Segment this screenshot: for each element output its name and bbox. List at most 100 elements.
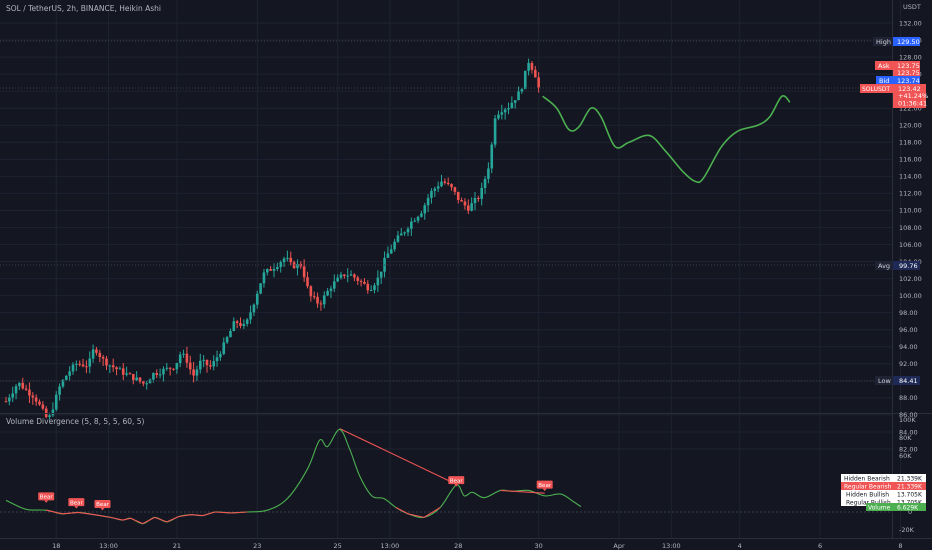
bearish-divergence-line [339, 428, 457, 485]
candle-body [433, 188, 437, 191]
bear-marker-pointer [44, 500, 49, 503]
indicator-tick-label: 60K [899, 452, 912, 460]
price-tick-label: 96.00 [899, 326, 918, 334]
candle-body [507, 108, 510, 110]
indicator-tick-label: 0 [908, 508, 912, 516]
price-tick-label: 132.00 [899, 19, 922, 27]
candlestick-series [4, 58, 540, 420]
time-axis[interactable]: 18 13:00 21 23 25 13:00 28 30 Apr 13:00 4 6 8 [52, 542, 902, 550]
candle-body [386, 253, 390, 258]
candle-body [279, 262, 282, 267]
price-tick-label: 108.00 [899, 224, 922, 232]
candle-body [306, 277, 309, 287]
bear-marker-box [68, 498, 85, 507]
price-tick-label: 94.00 [899, 343, 918, 351]
candle-body [513, 100, 517, 103]
indicator-legend: Hidden Bearish 21.339K Regular Bearish 2… [841, 474, 926, 512]
price-tick-label: 120.00 [899, 122, 922, 130]
candle-body [54, 394, 58, 410]
candle-body [199, 360, 202, 370]
candle-body [108, 365, 112, 367]
candle-body [319, 303, 323, 305]
candle-body [517, 91, 520, 101]
price-tick-label: 110.00 [899, 207, 922, 215]
candle-body [353, 274, 356, 278]
candle-body [249, 312, 252, 320]
high-badge: High 129.50 [873, 37, 920, 46]
candle-body [400, 233, 403, 236]
candle-body [406, 228, 410, 233]
bear-marker-box [38, 492, 55, 501]
candle-body [68, 371, 71, 376]
legend-volume: Volume 6.629K [866, 503, 926, 512]
bear-marker: Bear [94, 499, 111, 511]
price-tick-label: 128.00 [899, 53, 922, 61]
last-price-symbol: SOLUSDT [862, 86, 890, 93]
symbol-title[interactable]: SOL / TetherUS, 2h, BINANCE, Heikin Ashi [6, 4, 161, 13]
volume-divergence-line-negative [46, 507, 441, 525]
grid [0, 0, 901, 538]
price-tick-label: 112.00 [899, 190, 922, 198]
legend-hidden-bullish: Hidden Bullish 13.705K [841, 490, 926, 499]
indicator-tick-label: 100K [899, 416, 916, 424]
bear-marker-pointer [74, 506, 79, 509]
candle-body [145, 383, 148, 385]
candle-body [312, 296, 316, 298]
indicator-title[interactable]: Volume Divergence (5, 8, 5, 5, 60, 5) [6, 417, 145, 426]
bear-marker-box [448, 476, 465, 485]
candle-body [38, 401, 41, 405]
bear-marker-label: Bear [538, 483, 552, 489]
candle-body [500, 112, 504, 115]
high-badge-value: 129.50 [897, 38, 920, 46]
indicator-tick-label: -20K [899, 526, 915, 534]
candle-body [410, 221, 413, 229]
price-tick-label: 114.00 [899, 173, 922, 181]
candle-body [289, 257, 293, 263]
candle-body [78, 363, 81, 365]
bear-marker-pointer [100, 507, 105, 511]
ask-badge-label: Ask [878, 62, 890, 70]
candle-body [225, 337, 229, 343]
candle-body [91, 349, 95, 359]
candle-body [205, 359, 209, 366]
candle-body [530, 62, 534, 70]
candle-body [343, 274, 346, 276]
time-tick-label: 30 [535, 542, 543, 550]
candle-body [111, 365, 115, 368]
candle-body [296, 263, 299, 269]
candle-body [527, 62, 530, 71]
candle-body [165, 367, 169, 369]
candle-body [349, 274, 353, 276]
candle-body [490, 144, 494, 169]
candle-body [262, 272, 266, 284]
candle-body [477, 198, 480, 200]
candle-body [309, 286, 313, 297]
candle-body [403, 232, 406, 234]
candle-body [393, 241, 396, 250]
time-tick-label: 4 [738, 542, 742, 550]
candle-body [537, 77, 540, 88]
last-price-countdown: 01:36:41 [898, 100, 927, 108]
candle-body [242, 323, 246, 326]
candle-body [21, 382, 25, 389]
bear-marker-label: Bear [450, 478, 464, 484]
candle-body [369, 290, 373, 292]
bear-marker: Bear [448, 476, 465, 487]
last-price-badge: SOLUSDT 123.42 +41.24% 01:36:41 [860, 84, 928, 108]
candle-body [222, 342, 226, 354]
candle-body [252, 304, 256, 313]
candle-body [420, 213, 423, 217]
indicator-axis[interactable]: 100K 80K 60K 0 -20K [899, 416, 916, 534]
candle-body [467, 205, 470, 211]
candle-body [463, 201, 467, 206]
legend-hidden-bearish: Hidden Bearish 21.339K [841, 474, 926, 483]
candle-body [326, 291, 329, 296]
candle-body [48, 415, 51, 418]
candle-body [162, 368, 165, 375]
candle-body [185, 353, 189, 363]
candle-body [376, 277, 380, 286]
bear-marker: Bear [536, 480, 553, 492]
candle-body [453, 187, 457, 192]
bear-marker-pointer [542, 488, 547, 492]
candle-body [255, 293, 259, 305]
